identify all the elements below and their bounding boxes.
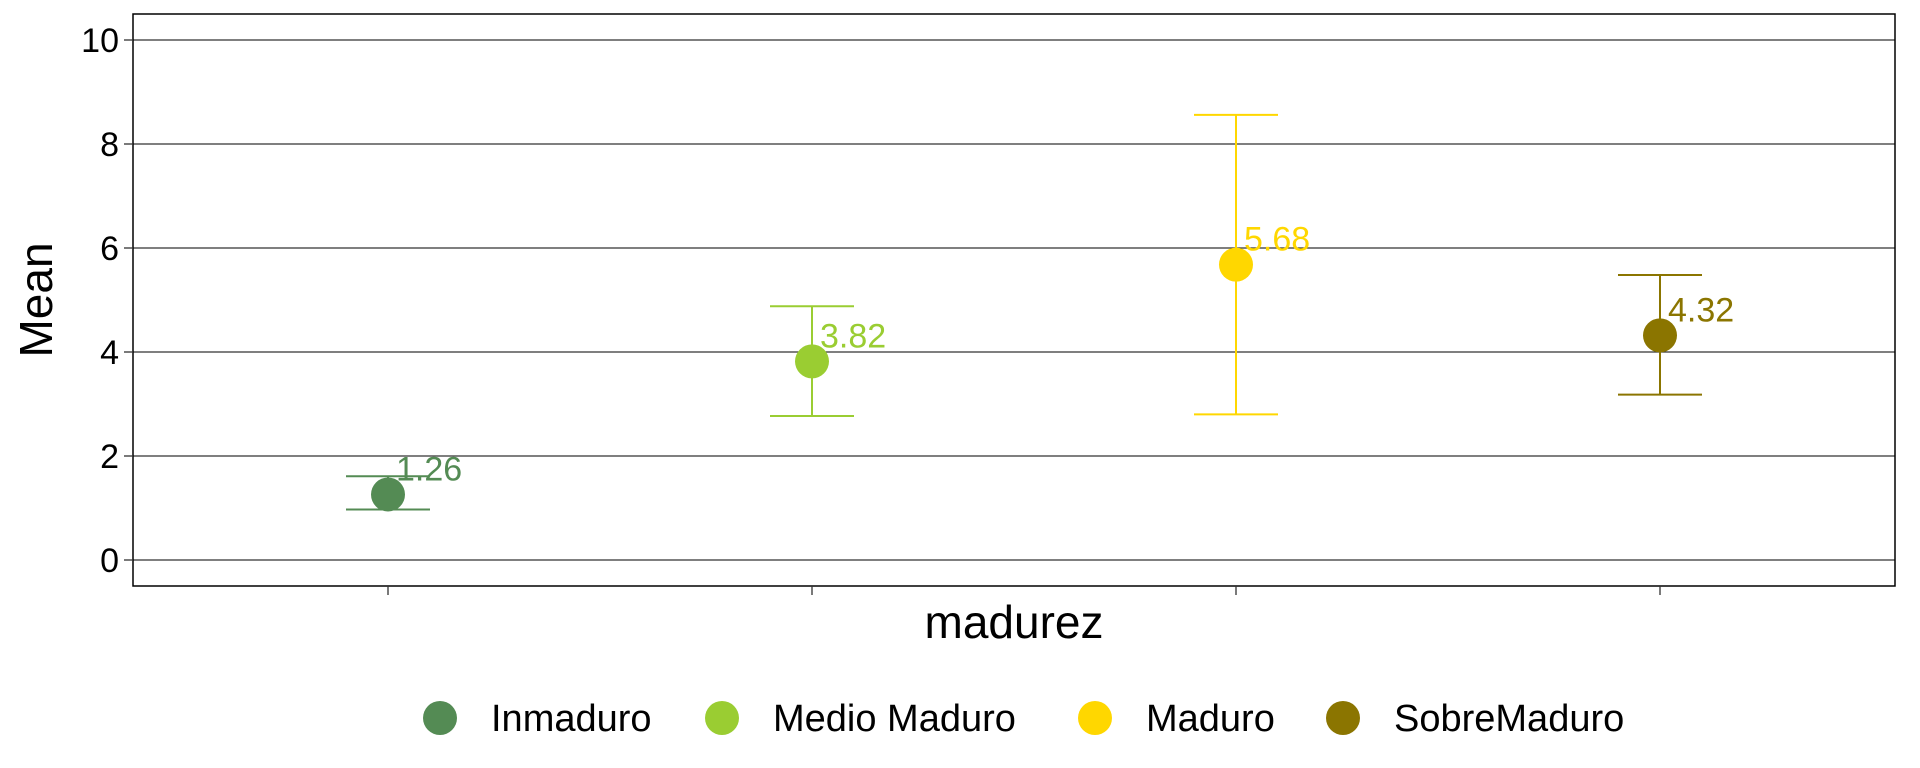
mean-point	[1219, 247, 1253, 282]
grid-layer	[133, 39, 1895, 561]
legend-item-medio-maduro: Medio Maduro	[705, 698, 1016, 740]
y-tick-label: 4	[100, 334, 119, 372]
mean-point	[795, 344, 829, 379]
legend-item-sobremaduro: SobreMaduro	[1326, 698, 1624, 740]
y-tick-label: 0	[100, 542, 119, 580]
legend-label: Inmaduro	[491, 698, 652, 740]
series-sobremaduro: 4.32	[1618, 274, 1734, 396]
x-axis	[387, 586, 1661, 595]
legend-marker	[423, 701, 457, 735]
legend-marker	[1078, 701, 1112, 735]
y-axis: 0 2 4 6 8 10	[81, 22, 133, 580]
legend-label: Medio Maduro	[773, 698, 1016, 740]
data-label: 3.82	[820, 317, 886, 355]
legend-marker	[1326, 701, 1360, 735]
mean-point	[371, 477, 405, 512]
series-inmaduro: 1.26	[346, 450, 462, 512]
x-axis-title: madurez	[925, 596, 1104, 648]
legend-item-inmaduro: Inmaduro	[423, 698, 652, 740]
legend-label: Maduro	[1146, 698, 1275, 740]
series-medio-maduro: 3.82	[770, 305, 886, 417]
y-tick-label: 6	[100, 230, 119, 268]
data-label: 4.32	[1668, 291, 1734, 329]
legend-item-maduro: Maduro	[1078, 698, 1275, 740]
legend: Inmaduro Medio Maduro Maduro SobreMaduro	[423, 698, 1624, 740]
plot-panel	[132, 13, 1896, 587]
y-tick-label: 2	[100, 438, 119, 476]
y-axis-title: Mean	[10, 242, 62, 357]
mean-point	[1643, 318, 1677, 353]
y-tick-label: 8	[100, 126, 119, 164]
legend-label: SobreMaduro	[1394, 698, 1624, 740]
series-layer: 1.26 3.82 5.68 4.32	[346, 113, 1734, 512]
legend-marker	[705, 701, 739, 735]
y-tick-label: 10	[81, 22, 119, 60]
data-label: 5.68	[1244, 221, 1310, 259]
series-maduro: 5.68	[1194, 113, 1310, 416]
data-label: 1.26	[396, 450, 462, 488]
